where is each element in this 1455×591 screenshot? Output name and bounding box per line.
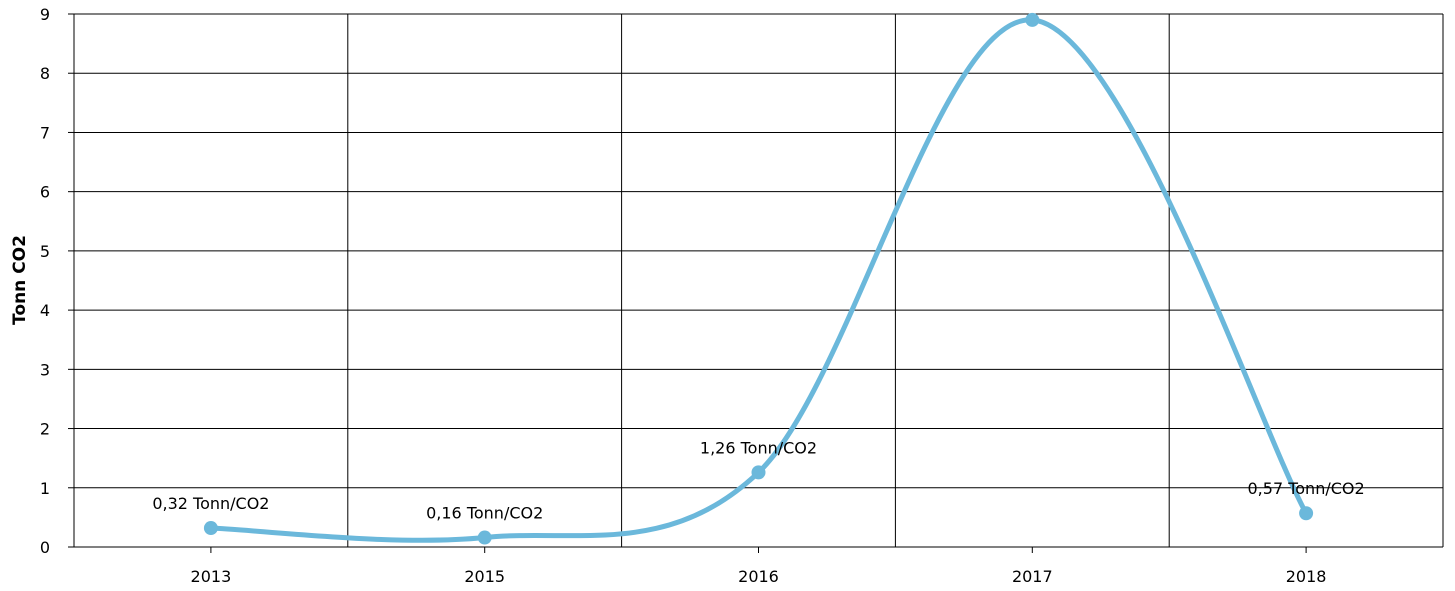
data-point <box>477 530 492 545</box>
axes: 0 1 2 3 4 5 6 7 8 9 2013 2015 2016 2017 2018 <box>40 5 1443 586</box>
y-tick-label: 5 <box>40 242 50 261</box>
y-tick-label: 0 <box>40 538 50 557</box>
y-tick-label: 8 <box>40 64 50 83</box>
y-axis-title: Tonn CO2 <box>10 235 30 325</box>
y-tick-label: 7 <box>40 123 50 142</box>
x-tick-label: 2018 <box>1286 567 1327 586</box>
y-tick-label: 3 <box>40 360 50 379</box>
data-label: 0,16 Tonn/CO2 <box>426 504 543 523</box>
x-tick-label: 2013 <box>191 567 232 586</box>
y-tick-label: 6 <box>40 183 50 202</box>
data-point <box>1025 12 1040 27</box>
data-label: 1,26 Tonn/CO2 <box>700 438 817 457</box>
data-point <box>1299 506 1314 521</box>
y-tick-label: 9 <box>40 5 50 24</box>
series-layer <box>203 12 1314 545</box>
y-tick-label: 1 <box>40 479 50 498</box>
x-tick-label: 2016 <box>738 567 779 586</box>
x-tick-label: 2017 <box>1012 567 1053 586</box>
y-tick-label: 2 <box>40 420 50 439</box>
data-point <box>751 465 766 480</box>
y-tick-label: 4 <box>40 301 50 320</box>
data-label: 0,32 Tonn/CO2 <box>152 494 269 513</box>
data-point <box>203 521 218 536</box>
data-labels: 0,32 Tonn/CO2 0,16 Tonn/CO2 1,26 Tonn/CO2 0… <box>152 438 1364 522</box>
data-label: 0,57 Tonn/CO2 <box>1248 479 1365 498</box>
x-tick-label: 2015 <box>464 567 505 586</box>
series-line <box>208 17 1309 543</box>
